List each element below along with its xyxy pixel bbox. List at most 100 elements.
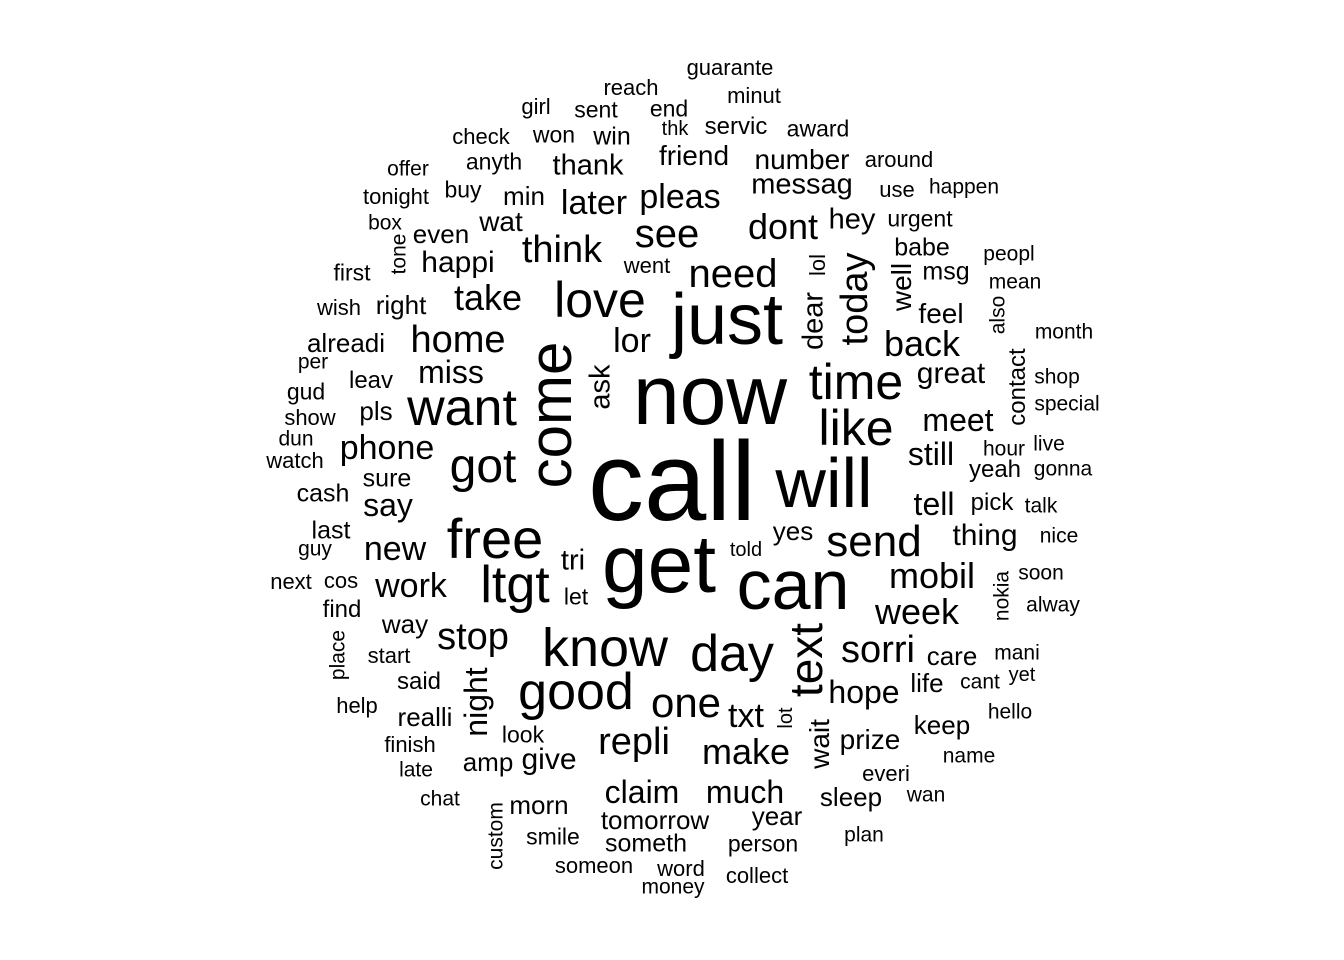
word-great: great: [916, 357, 986, 390]
word-person: person: [727, 830, 799, 857]
word-pls: pls: [359, 396, 393, 426]
word-check: check: [452, 124, 510, 149]
word-show: show: [284, 405, 336, 430]
word-gud: gud: [286, 378, 326, 405]
word-year: year: [751, 801, 803, 831]
word-new: new: [363, 530, 427, 568]
word-sent: sent: [574, 96, 618, 123]
word-lor: lor: [613, 322, 651, 360]
word-get: get: [602, 519, 716, 610]
word-watch: watch: [266, 448, 324, 473]
word-babe: babe: [894, 233, 950, 262]
word-lol: lol: [805, 253, 830, 277]
word-stop: stop: [437, 616, 509, 658]
word-start: start: [367, 643, 411, 668]
word-live: live: [1033, 432, 1065, 456]
word-hour: hour: [982, 437, 1026, 461]
word-realli: realli: [397, 702, 453, 732]
word-around: around: [864, 147, 934, 172]
word-dun: dun: [278, 427, 314, 451]
word-wat: wat: [479, 206, 523, 237]
word-call: call: [587, 419, 757, 544]
word-repli: repli: [598, 721, 670, 763]
word-want: want: [407, 379, 517, 437]
word-night: night: [458, 667, 494, 737]
word-anyth: anyth: [465, 148, 523, 175]
word-per: per: [297, 350, 329, 374]
word-got: got: [449, 440, 517, 493]
word-told: told: [729, 539, 763, 561]
word-talk: talk: [1024, 494, 1058, 518]
word-yet: yet: [1008, 664, 1036, 686]
word-care: care: [926, 641, 978, 671]
word-hello: hello: [987, 700, 1033, 724]
word-shop: shop: [1034, 365, 1080, 389]
word-free: free: [446, 507, 544, 570]
word-love: love: [554, 272, 646, 328]
word-lot: lot: [775, 707, 797, 729]
word-alway: alway: [1026, 593, 1080, 617]
word-make: make: [701, 731, 791, 772]
word-cos: cos: [323, 568, 359, 593]
word-peopl: peopl: [983, 242, 1035, 266]
word-today: today: [834, 252, 876, 346]
word-let: let: [563, 583, 589, 610]
word-one: one: [650, 679, 722, 726]
word-guarante: guarante: [686, 55, 774, 80]
word-sorri: sorri: [841, 629, 915, 671]
word-soon: soon: [1018, 561, 1064, 585]
word-work: work: [375, 567, 447, 605]
word-time: time: [808, 354, 904, 410]
word-week: week: [874, 591, 960, 632]
word-msg: msg: [922, 257, 970, 286]
word-claim: claim: [604, 774, 680, 810]
word-cant: cant: [960, 670, 1000, 694]
word-use: use: [879, 177, 915, 202]
word-think: think: [521, 229, 603, 271]
word-someth: someth: [605, 829, 687, 858]
word-buy: buy: [444, 176, 482, 203]
word-keep: keep: [913, 710, 971, 740]
word-award: award: [786, 115, 850, 142]
word-still: still: [907, 436, 955, 472]
word-home: home: [410, 319, 506, 361]
word-late: late: [399, 758, 433, 782]
word-special: special: [1034, 392, 1100, 416]
word-sure: sure: [362, 464, 412, 493]
word-dear: dear: [797, 291, 830, 351]
word-feel: feel: [918, 298, 964, 329]
word-happi: happi: [421, 246, 495, 279]
word-later: later: [560, 184, 628, 222]
word-can: can: [736, 546, 850, 624]
word-reach: reach: [603, 75, 659, 100]
word-someon: someon: [554, 853, 634, 878]
word-sleep: sleep: [819, 782, 883, 812]
word-hope: hope: [828, 674, 900, 710]
word-first: first: [333, 259, 371, 286]
word-find: find: [322, 596, 362, 623]
word-right: right: [375, 290, 427, 320]
word-urgent: urgent: [887, 205, 953, 232]
word-ltgt: ltgt: [480, 556, 550, 614]
word-pleas: pleas: [639, 178, 721, 216]
word-way: way: [381, 609, 429, 639]
word-yes: yes: [772, 516, 814, 546]
word-win: win: [593, 122, 631, 151]
word-wish: wish: [316, 295, 362, 320]
word-leav: leav: [348, 367, 394, 394]
word-number: number: [754, 144, 850, 175]
word-month: month: [1034, 320, 1094, 344]
word-finish: finish: [384, 732, 436, 757]
word-gonna: gonna: [1033, 457, 1093, 481]
word-txt: txt: [728, 697, 764, 735]
word-take: take: [453, 277, 523, 318]
word-send: send: [826, 517, 922, 566]
word-servic: servic: [704, 113, 768, 140]
word-prize: prize: [839, 724, 901, 755]
word-come: come: [517, 341, 584, 489]
word-word: word: [657, 856, 705, 881]
word-life: life: [910, 668, 944, 698]
word-custom: custom: [484, 802, 508, 870]
word-like: like: [818, 400, 894, 456]
word-minut: minut: [727, 83, 781, 108]
